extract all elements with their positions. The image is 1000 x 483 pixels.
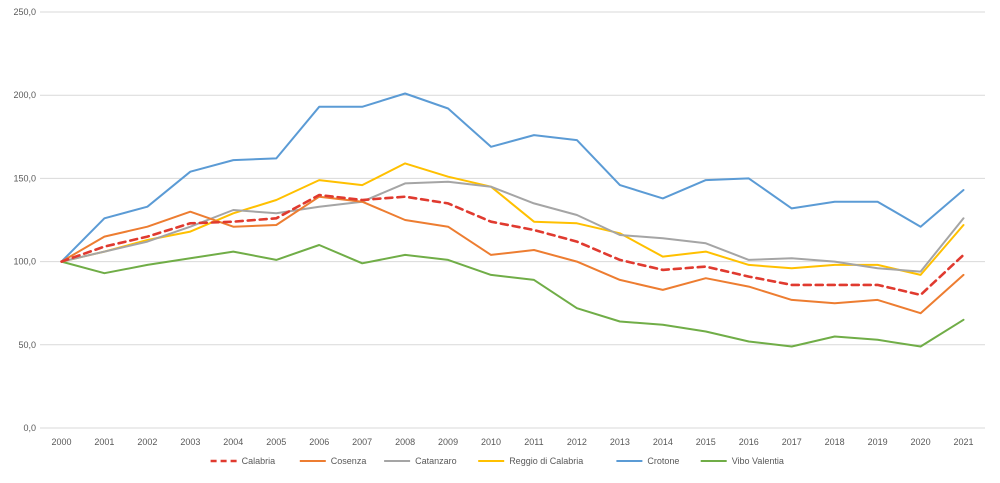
- x-tick-label: 2005: [266, 437, 286, 447]
- x-tick-label: 2000: [51, 437, 71, 447]
- x-tick-label: 2017: [782, 437, 802, 447]
- x-tick-label: 2010: [481, 437, 501, 447]
- x-tick-label: 2018: [825, 437, 845, 447]
- legend-item: Vibo Valentia: [700, 456, 784, 466]
- legend-label: Catanzaro: [415, 456, 457, 466]
- x-tick-label: 2013: [610, 437, 630, 447]
- y-tick-label: 250,0: [13, 7, 36, 17]
- y-tick-label: 150,0: [13, 173, 36, 183]
- series-line-cosenza: [60, 195, 965, 315]
- legend-item: Calabria: [210, 456, 276, 466]
- x-tick-label: 2003: [180, 437, 200, 447]
- x-tick-label: 2006: [309, 437, 329, 447]
- legend-label: Calabria: [242, 456, 276, 466]
- legend-item: Crotone: [616, 456, 679, 466]
- x-tick-label: 2007: [352, 437, 372, 447]
- x-axis-labels: 2000 2001 2002 2003 2004 2005 2006 2007 2008 2009…: [51, 437, 973, 447]
- x-tick-label: 2015: [696, 437, 716, 447]
- series-line-vibo-valentia: [60, 244, 965, 348]
- y-gridlines: [40, 11, 985, 429]
- y-tick-label: 50,0: [18, 340, 36, 350]
- series-line-calabria: [60, 193, 965, 297]
- series-lines: [60, 92, 965, 348]
- x-tick-label: 2004: [223, 437, 243, 447]
- y-tick-label: 0,0: [23, 423, 36, 433]
- y-tick-label: 200,0: [13, 90, 36, 100]
- x-tick-label: 2008: [395, 437, 415, 447]
- y-axis-labels: 0,0 50,0 100,0 150,0 200,0 250,0: [13, 7, 36, 433]
- x-tick-label: 2001: [94, 437, 114, 447]
- x-tick-label: 2012: [567, 437, 587, 447]
- legend-label: Reggio di Calabria: [509, 456, 583, 466]
- legend-label: Crotone: [647, 456, 679, 466]
- x-tick-label: 2016: [739, 437, 759, 447]
- x-tick-label: 2021: [954, 437, 974, 447]
- x-tick-label: 2014: [653, 437, 673, 447]
- legend-item: Reggio di Calabria: [478, 456, 583, 466]
- x-tick-label: 2009: [438, 437, 458, 447]
- legend: Calabria Cosenza Catanzaro Reggio di Calabr…: [210, 456, 784, 466]
- x-tick-label: 2020: [911, 437, 931, 447]
- legend-label: Vibo Valentia: [732, 456, 784, 466]
- x-tick-label: 2011: [524, 437, 543, 447]
- legend-item: Cosenza: [299, 456, 367, 466]
- y-tick-label: 100,0: [13, 257, 36, 267]
- legend-item: Catanzaro: [384, 456, 457, 466]
- x-tick-label: 2019: [868, 437, 888, 447]
- x-tick-label: 2002: [137, 437, 157, 447]
- series-line-crotone: [60, 92, 965, 263]
- legend-label: Cosenza: [331, 456, 367, 466]
